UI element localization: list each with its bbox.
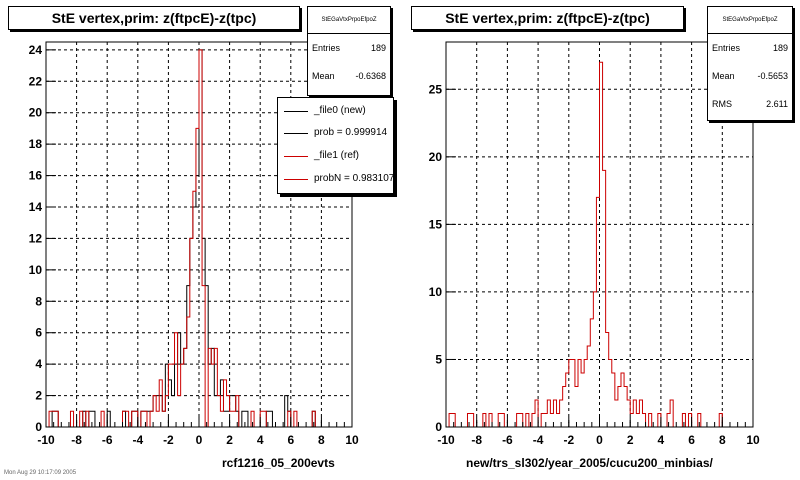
left-x-tick-label: 8 [318, 433, 325, 447]
right-y-tick-label: 0 [435, 420, 442, 434]
right-x-tick-label: -8 [471, 433, 482, 447]
left-histogram-title: StE vertex,prim: z(ftpcE)-z(tpc) [8, 6, 300, 30]
right-entries-label: Entries [712, 43, 741, 53]
legend-entry-prob: prob = 0.999914 [278, 124, 393, 144]
right-mean-label: Mean [712, 71, 735, 81]
right-x-tick-label: -4 [533, 433, 544, 447]
legend-label-probn: probN = 0.983107 [314, 173, 394, 184]
right-x-tick-label: -2 [563, 433, 574, 447]
left-stats-box: StEGaVtxPrpoEfpoZ Entries 189 Mean -0.6368 [307, 6, 391, 96]
right-histogram-plot: -10 -8 -6 -4 -2 0 2 4 6 8 10 0 5 10 15 20 25 [429, 41, 760, 447]
left-y-tick-label: 18 [29, 137, 43, 151]
right-mean-value: -0.5653 [757, 71, 788, 81]
left-y-tick-label: 4 [35, 357, 42, 371]
right-rms-label: RMS [712, 99, 732, 109]
left-x-tick-label: 0 [196, 433, 203, 447]
right-histogram-pad: -10 -8 -6 -4 -2 0 2 4 6 8 10 0 5 10 15 20 25 StE vertex,… [400, 0, 800, 480]
right-x-tick-label: -10 [437, 433, 455, 447]
legend-swatch-ref [284, 156, 308, 157]
right-y-tick-label: 10 [429, 285, 443, 299]
right-y-tick-label: 5 [435, 352, 442, 366]
left-x-tick-label: -10 [37, 433, 55, 447]
legend-swatch-new [284, 111, 308, 112]
left-y-tick-label: 16 [29, 169, 43, 183]
left-x-tick-label: -4 [132, 433, 143, 447]
legend-label-prob: prob = 0.999914 [314, 127, 388, 138]
left-x-tick-label: -8 [71, 433, 82, 447]
left-mean-label: Mean [312, 71, 335, 81]
right-entries-value: 189 [772, 43, 788, 53]
legend-label-new: _file0 (new) [314, 105, 366, 116]
right-x-tick-label: 4 [658, 433, 665, 447]
left-y-tick-label: 22 [29, 74, 43, 88]
right-y-tick-label: 15 [429, 217, 443, 231]
right-rms-value: 2.611 [766, 99, 788, 109]
legend-entry-probn: probN = 0.983107 [278, 170, 393, 190]
left-y-tick-label: 2 [35, 389, 42, 403]
legend-entry-new: _file0 (new) [278, 102, 393, 122]
left-y-tick-label: 0 [35, 420, 42, 434]
right-x-tick-label: 0 [596, 433, 603, 447]
right-x-tick-label: 10 [746, 433, 760, 447]
left-x-tick-label: 4 [257, 433, 264, 447]
right-stats-name: StEGaVtxPrpoEfpoZ [708, 7, 792, 34]
left-entries-value: 189 [370, 43, 386, 53]
timestamp: Mon Aug 29 10:17:09 2005 [4, 470, 77, 476]
left-x-tick-label: 6 [287, 433, 294, 447]
left-x-tick-label: -6 [102, 433, 113, 447]
left-x-tick-label: 2 [226, 433, 233, 447]
legend-swatch-prob [284, 133, 308, 134]
right-y-tick-label: 20 [429, 150, 443, 164]
left-y-tick-label: 6 [35, 326, 42, 340]
left-x-tick-label: -2 [163, 433, 174, 447]
right-x-tick-label: 6 [688, 433, 695, 447]
left-histogram-pad: -10 -8 -6 -4 -2 0 2 4 6 8 10 0 2 4 6 8 10 12 14 16 18 20 22 24 … [8, 6, 394, 470]
right-histogram-title: StE vertex,prim: z(ftpcE)-z(tpc) [411, 6, 684, 30]
left-x-tick-label: 10 [345, 433, 359, 447]
right-x-tick-label: -6 [502, 433, 513, 447]
left-legend: _file0 (new) prob = 0.999914 _file1 (ref… [277, 97, 394, 194]
left-y-tick-label: 12 [29, 231, 43, 245]
legend-entry-ref: _file1 (ref) [278, 147, 393, 167]
right-x-tick-label: 8 [719, 433, 726, 447]
legend-label-ref: _file1 (ref) [314, 150, 360, 161]
right-x-axis-label: new/trs_sl302/year_2005/cucu200_minbias/ [466, 456, 713, 470]
left-stats-name: StEGaVtxPrpoEfpoZ [308, 7, 390, 34]
legend-swatch-probn [284, 179, 308, 180]
left-y-tick-label: 8 [35, 294, 42, 308]
left-y-tick-label: 14 [29, 200, 43, 214]
left-y-tick-label: 10 [29, 263, 43, 277]
left-entries-label: Entries [312, 43, 341, 53]
left-x-axis-label: rcf1216_05_200evts [222, 456, 335, 470]
right-x-tick-label: 2 [627, 433, 634, 447]
left-mean-value: -0.6368 [355, 71, 386, 81]
left-y-tick-label: 20 [29, 106, 43, 120]
left-y-tick-label: 24 [29, 43, 43, 57]
right-y-tick-label: 25 [429, 82, 443, 96]
right-stats-box: StEGaVtxPrpoEfpoZ Entries 189 Mean -0.5653… [707, 6, 793, 121]
